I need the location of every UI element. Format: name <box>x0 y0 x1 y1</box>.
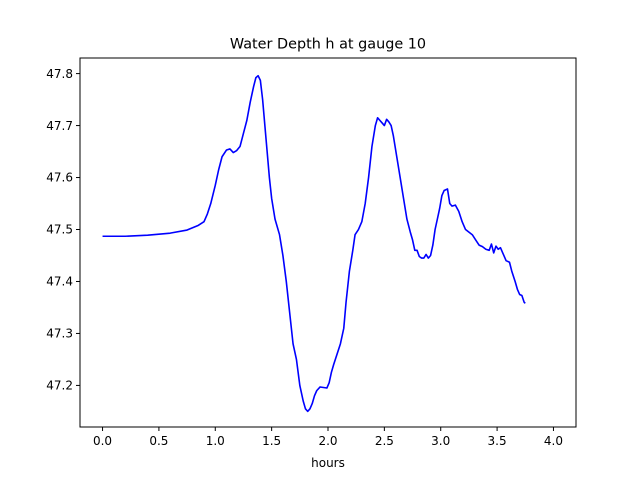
x-tick-label: 2.5 <box>375 434 394 448</box>
x-tick-label: 3.5 <box>488 434 507 448</box>
y-axis-ticks: 47.2 47.3 47.4 47.5 47.6 47.7 47.8 <box>46 67 80 393</box>
y-tick-label: 47.2 <box>46 379 73 393</box>
series-line-0 <box>102 74 526 413</box>
y-tick-label: 47.3 <box>46 327 73 341</box>
x-axis-ticks: 0.0 0.5 1.0 1.5 2.0 2.5 3.0 3.5 4.0 <box>93 427 563 448</box>
plot-area <box>102 74 526 413</box>
axes-frame <box>79 57 577 428</box>
x-tick-label: 4.0 <box>544 434 563 448</box>
x-axis-label: hours <box>311 456 345 470</box>
x-tick-label: 2.0 <box>318 434 337 448</box>
x-tick-label: 0.5 <box>149 434 168 448</box>
y-tick-label: 47.4 <box>46 275 73 289</box>
y-tick-label: 47.7 <box>46 119 73 133</box>
y-tick-label: 47.8 <box>46 67 73 81</box>
x-tick-label: 1.5 <box>262 434 281 448</box>
x-tick-label: 1.0 <box>206 434 225 448</box>
y-tick-label: 47.5 <box>46 223 73 237</box>
y-tick-label: 47.6 <box>46 171 73 185</box>
x-tick-label: 0.0 <box>93 434 112 448</box>
chart-title: Water Depth h at gauge 10 <box>230 37 426 53</box>
x-tick-label: 3.0 <box>431 434 450 448</box>
